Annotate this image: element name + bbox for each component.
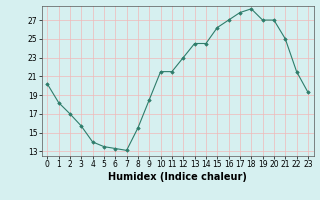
X-axis label: Humidex (Indice chaleur): Humidex (Indice chaleur) [108,172,247,182]
